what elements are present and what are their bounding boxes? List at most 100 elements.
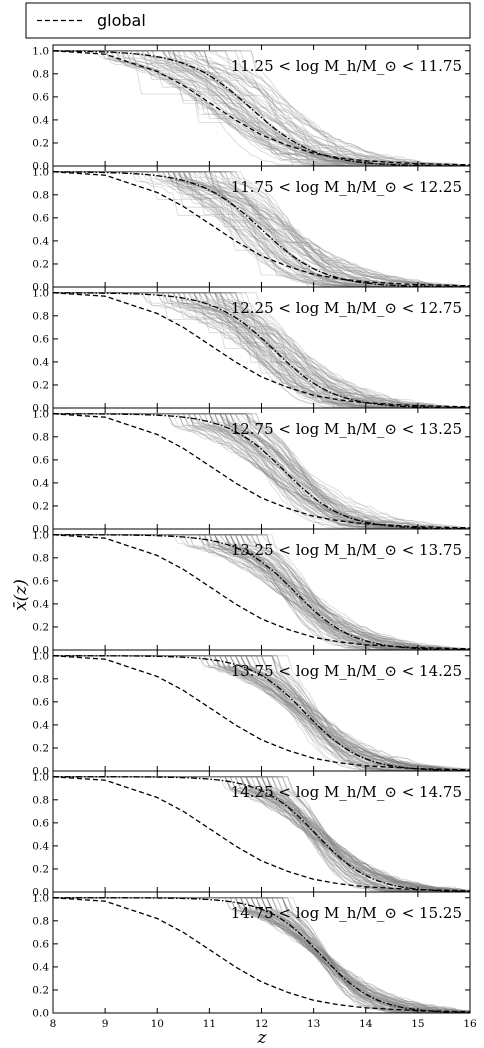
halo-line <box>53 292 470 408</box>
panel-label: 14.25 < log M_h/M_⊙ < 14.75 <box>231 783 462 801</box>
y-tick-label: 0.0 <box>32 887 49 899</box>
y-tick-label: 0.8 <box>32 189 49 201</box>
x-tick-label: 16 <box>463 1018 477 1030</box>
y-tick-label: 0.6 <box>32 454 49 466</box>
halo-line <box>53 171 470 287</box>
halo-line <box>53 50 470 166</box>
halo-line <box>53 171 470 287</box>
y-tick-label: 1.0 <box>32 166 49 178</box>
global-line <box>53 413 470 529</box>
halo-line <box>53 292 470 408</box>
y-tick-label: 0.4 <box>32 114 49 126</box>
y-tick-label: 0.6 <box>32 212 49 224</box>
panel-7: 0.0 0.2 0.4 0.6 0.8 1.0 14.25 < log M_h/M_⊙ < … <box>32 770 471 899</box>
halo-line <box>53 292 470 408</box>
halo-line <box>53 171 470 287</box>
halo-line <box>53 50 470 166</box>
y-tick-label: 0.8 <box>32 915 49 927</box>
halo-line <box>53 292 470 408</box>
halo-line <box>53 171 470 287</box>
halo-line <box>53 292 470 408</box>
halo-line <box>53 292 470 408</box>
halo-line <box>53 50 470 166</box>
halo-line <box>53 171 470 287</box>
halo-line <box>53 171 470 286</box>
halo-line <box>53 50 470 166</box>
y-tick-label: 0.4 <box>32 356 49 368</box>
y-tick-label: 0.4 <box>32 598 49 610</box>
halo-line <box>53 50 470 166</box>
halo-line <box>53 50 470 166</box>
halo-line <box>53 50 470 166</box>
mean-line <box>53 171 470 287</box>
halo-line <box>53 171 470 287</box>
y-tick-label: 0.2 <box>32 621 49 633</box>
halo-line <box>53 292 470 408</box>
y-tick-label: 1.0 <box>32 529 49 541</box>
halo-line <box>53 171 470 287</box>
halo-line <box>53 171 470 287</box>
halo-line <box>53 171 470 287</box>
halo-line <box>53 50 470 166</box>
halo-line <box>53 50 470 166</box>
halo-line <box>53 50 470 166</box>
halo-line <box>53 50 470 166</box>
halo-line <box>53 292 470 408</box>
halo-line <box>53 292 470 408</box>
halo-line <box>53 50 470 166</box>
halo-line <box>53 50 470 166</box>
halo-line <box>53 171 470 287</box>
halo-line <box>53 292 470 408</box>
halo-line <box>53 50 470 166</box>
halo-line <box>53 171 470 287</box>
y-tick-label: 0.8 <box>32 794 49 806</box>
halo-line <box>53 50 470 166</box>
y-tick-label: 0.4 <box>32 477 49 489</box>
legend-global-label: global <box>97 11 146 30</box>
halo-line <box>53 171 470 287</box>
halo-line <box>53 50 470 166</box>
halo-line <box>53 171 470 287</box>
halo-line <box>53 171 470 287</box>
y-tick-label: 0.6 <box>32 696 49 708</box>
halo-line <box>53 292 470 408</box>
y-tick-label: 1.0 <box>32 45 49 57</box>
halo-line <box>53 50 470 166</box>
halo-line <box>53 171 470 287</box>
y-tick-label: 0.4 <box>32 235 49 247</box>
halo-line <box>53 292 470 408</box>
halo-line <box>53 50 470 166</box>
mean-line <box>53 292 470 408</box>
halo-line <box>53 50 470 166</box>
halo-line <box>53 50 470 166</box>
y-tick-label: 0.8 <box>32 310 49 322</box>
halo-line <box>53 171 470 287</box>
global-line <box>53 171 470 287</box>
x-tick-label: 11 <box>203 1018 216 1030</box>
y-tick-label: 0.0 <box>32 645 49 657</box>
y-tick-label: 0.0 <box>32 282 49 294</box>
halo-line <box>53 292 470 408</box>
y-tick-label: 0.2 <box>32 258 49 270</box>
halo-line <box>53 171 470 287</box>
halo-line <box>53 292 470 408</box>
y-tick-label: 1.0 <box>32 771 49 783</box>
halo-line <box>53 50 470 166</box>
mean-line <box>53 776 470 892</box>
halo-line <box>53 292 470 408</box>
halo-line <box>53 171 470 287</box>
y-tick-label: 0.8 <box>32 552 49 564</box>
y-tick-label: 0.8 <box>32 673 49 685</box>
halo-line <box>53 50 470 166</box>
halo-line <box>53 171 470 287</box>
y-tick-label: 0.2 <box>32 500 49 512</box>
mean-line <box>53 50 470 166</box>
y-tick-label: 0.6 <box>32 333 49 345</box>
halo-line <box>53 50 470 166</box>
panel-3: 0.0 0.2 0.4 0.6 0.8 1.0 12.25 < log M_h/M_⊙ < … <box>32 286 471 415</box>
halo-line <box>53 50 470 166</box>
global-line <box>53 655 470 771</box>
y-tick-label: 0.4 <box>32 719 49 731</box>
halo-line <box>53 50 470 166</box>
